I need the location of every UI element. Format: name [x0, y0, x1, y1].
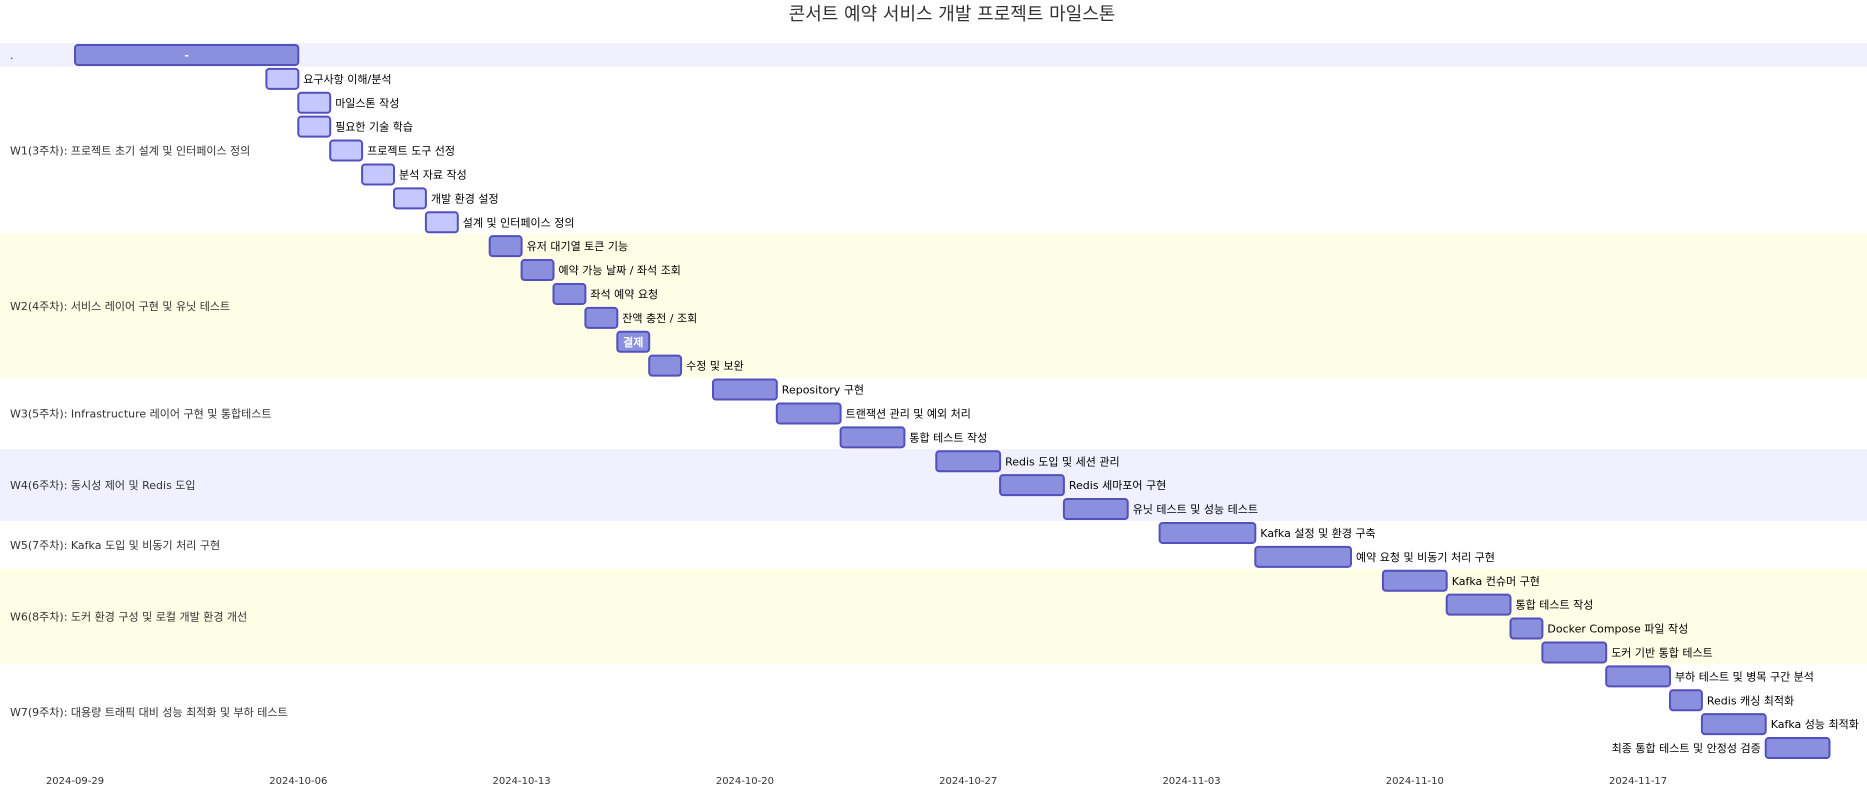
task-label: 프로젝트 도구 선정	[367, 145, 455, 158]
task-bar	[999, 474, 1065, 497]
section-bands	[0, 43, 1867, 760]
task-label: 도커 기반 통합 테스트	[1611, 646, 1713, 659]
task-label: Redis 캐싱 최적화	[1707, 694, 1794, 707]
task-bar	[775, 402, 842, 425]
section-label: W5(7주차): Kafka 도입 및 비동기 처리 구현	[10, 539, 220, 552]
task-label: 요구사항 이해/분석	[303, 72, 391, 86]
section-band	[0, 449, 1867, 521]
x-axis: 2024-09-29 2024-10-06 2024-10-13 2024-10-20…	[46, 776, 1667, 787]
task-label: 마일스톤 작성	[335, 96, 399, 110]
task-bar	[393, 187, 427, 210]
task-bar	[297, 91, 332, 114]
task-label: 예약 요청 및 비동기 처리 구현	[1356, 550, 1495, 564]
task-bar	[488, 235, 523, 258]
x-tick-label: 2024-10-06	[269, 776, 327, 787]
task-label: 설계 및 인터페이스 정의	[463, 216, 575, 229]
task-bar	[1764, 737, 1831, 760]
task-bar	[1541, 641, 1608, 664]
task-label: 수정 및 보완	[686, 360, 744, 373]
task-label: 개발 환경 설정	[431, 192, 499, 205]
task-label: 유저 대기열 토큰 기능	[527, 240, 629, 253]
section-band	[0, 43, 1867, 67]
task-label: Docker Compose 파일 작성	[1547, 622, 1688, 636]
task-label: 잔액 충전 / 조회	[622, 312, 697, 325]
task-bar	[1445, 593, 1512, 616]
task-bar	[1509, 617, 1544, 640]
section-labels: . W1(3주차): 프로젝트 초기 설계 및 인터페이스 정의 W2(4주차): …	[10, 49, 288, 719]
task-label: 분석 자료 작성	[399, 168, 467, 181]
task-bar	[1605, 665, 1671, 688]
task-bar	[329, 139, 364, 162]
section-band	[0, 521, 1867, 569]
x-tick-label: 2024-10-27	[939, 776, 997, 787]
task-label: 좌석 예약 요청	[590, 287, 658, 301]
section-band	[0, 377, 1867, 450]
section-band	[0, 66, 1867, 235]
task-label: 필요한 기술 학습	[335, 121, 413, 134]
task-bar	[297, 115, 332, 138]
task-label: Kafka 설정 및 환경 구축	[1260, 527, 1375, 540]
task-bar	[265, 67, 300, 90]
section-label: W7(9주차): 대용량 트래픽 대비 성능 최적화 및 부하 테스트	[10, 705, 288, 719]
task-label: Redis 세마포어 구현	[1069, 479, 1166, 492]
task-bar	[74, 43, 300, 66]
x-tick-label: 2024-09-29	[46, 776, 104, 787]
task-label: 예약 가능 날짜 / 좌석 조회	[559, 263, 681, 277]
task-bar	[616, 330, 651, 353]
task-bar	[1158, 521, 1257, 544]
section-label: W4(6주차): 동시성 제어 및 Redis 도입	[10, 479, 196, 492]
section-label: W1(3주차): 프로젝트 초기 설계 및 인터페이스 정의	[10, 145, 250, 158]
task-bar	[1254, 545, 1353, 568]
task-bar	[552, 282, 587, 305]
section-label: W2(4주차): 서비스 레이어 구현 및 유닛 테스트	[10, 300, 230, 313]
task-bar	[424, 211, 459, 234]
task-bar	[1669, 689, 1703, 712]
x-tick-label: 2024-11-17	[1609, 776, 1667, 787]
task-bar	[361, 163, 396, 186]
task-label: Kafka 컨슈머 구현	[1452, 575, 1540, 588]
task-bar	[935, 450, 1002, 473]
task-bars	[74, 43, 1831, 760]
task-bar	[712, 378, 778, 401]
task-bar	[1700, 713, 1767, 736]
task-label: 통합 테스트 작성	[1516, 599, 1594, 612]
task-label: 결제	[623, 335, 643, 349]
task-bar	[1062, 498, 1129, 521]
task-label: -	[184, 49, 189, 62]
x-tick-label: 2024-10-13	[493, 776, 551, 787]
task-label: 최종 통합 테스트 및 안정성 검증	[1612, 742, 1761, 755]
x-tick-label: 2024-10-20	[716, 776, 774, 787]
task-label: 유닛 테스트 및 성능 테스트	[1133, 503, 1258, 516]
task-bar	[1381, 569, 1448, 592]
task-label: 통합 테스트 작성	[909, 431, 987, 444]
task-bar	[520, 259, 555, 282]
task-label: Redis 도입 및 세션 관리	[1005, 455, 1120, 468]
section-band	[0, 664, 1867, 760]
task-label: Repository 구현	[782, 384, 864, 397]
section-label: W6(8주차): 도커 환경 구성 및 로컬 개발 환경 개선	[10, 611, 247, 624]
x-tick-label: 2024-11-03	[1162, 776, 1220, 787]
x-tick-label: 2024-11-10	[1386, 776, 1444, 787]
section-band	[0, 234, 1867, 378]
chart-title: 콘서트 예약 서비스 개발 프로젝트 마일스톤	[789, 4, 1116, 25]
task-label: Kafka 성능 최적화	[1771, 718, 1859, 731]
task-bar	[839, 426, 906, 449]
section-label: W3(5주차): Infrastructure 레이어 구현 및 통합테스트	[10, 407, 271, 420]
task-bar	[648, 354, 683, 377]
task-bar	[584, 306, 619, 329]
task-label: 부하 테스트 및 병목 구간 분석	[1675, 669, 1814, 683]
section-label: .	[10, 49, 14, 62]
task-label: 트랜잭션 관리 및 예외 처리	[846, 407, 971, 420]
